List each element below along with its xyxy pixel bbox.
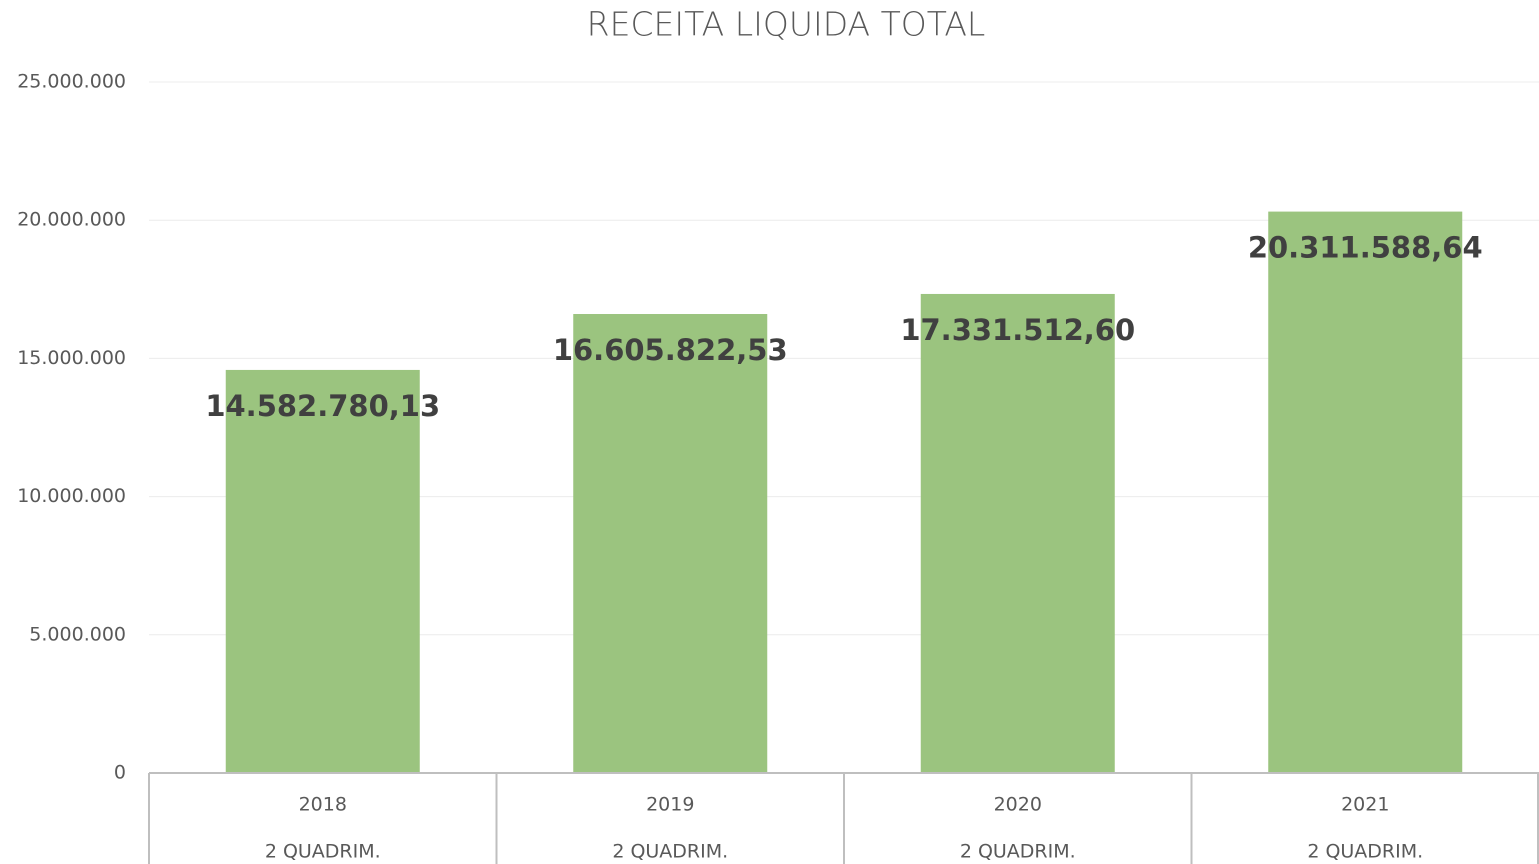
data-label: 20.311.588,64 [1248, 231, 1483, 265]
y-tick-label: 20.000.000 [17, 209, 126, 231]
bar [1268, 211, 1463, 773]
chart-title: RECEITA LIQUIDA TOTAL [587, 5, 986, 44]
bar [573, 314, 768, 773]
x-group-label: 2 QUADRIM. [265, 841, 381, 863]
y-tick-label: 0 [114, 762, 126, 784]
x-tick-label: 2020 [994, 794, 1042, 816]
data-label: 14.582.780,13 [205, 389, 440, 423]
y-tick-label: 5.000.000 [29, 623, 126, 645]
x-group-label: 2 QUADRIM. [1307, 841, 1423, 863]
x-tick-label: 2019 [646, 794, 694, 816]
x-group-label: 2 QUADRIM. [960, 841, 1076, 863]
y-tick-label: 25.000.000 [17, 71, 126, 93]
x-tick-label: 2021 [1341, 794, 1389, 816]
y-tick-label: 10.000.000 [17, 485, 126, 507]
data-label: 16.605.822,53 [553, 333, 788, 367]
data-label: 17.331.512,60 [900, 313, 1135, 347]
y-tick-label: 15.000.000 [17, 347, 126, 369]
bar [920, 293, 1115, 773]
x-group-label: 2 QUADRIM. [612, 841, 728, 863]
bar [225, 369, 420, 773]
x-tick-label: 2018 [299, 794, 347, 816]
